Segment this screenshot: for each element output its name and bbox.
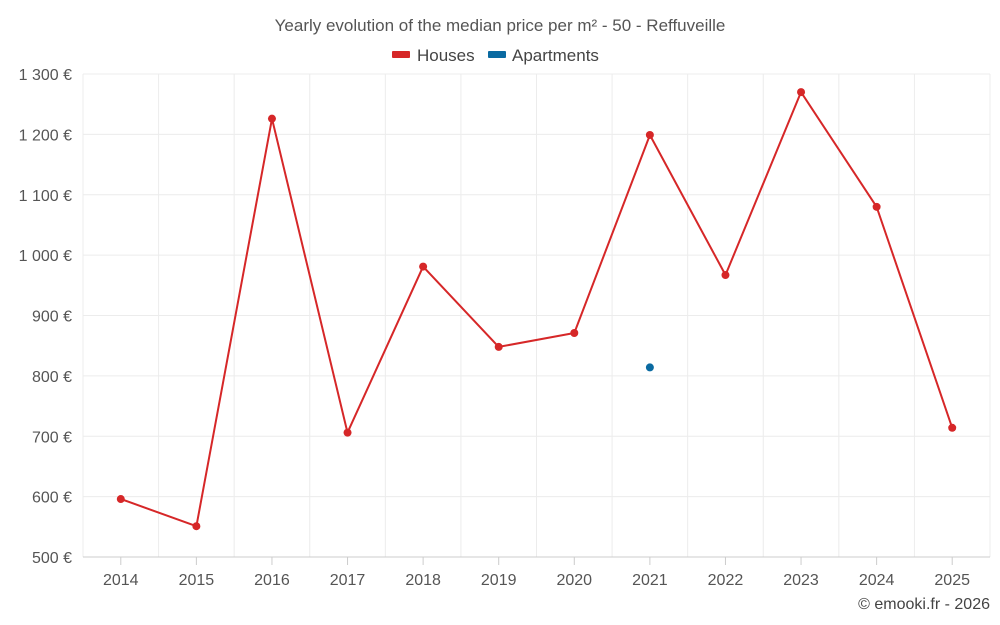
y-tick-label: 800 € xyxy=(32,369,72,386)
data-point-houses xyxy=(570,329,579,338)
y-tick-label: 600 € xyxy=(32,490,72,507)
x-tick-label: 2024 xyxy=(859,572,895,589)
data-point-houses xyxy=(872,202,881,211)
data-point-houses xyxy=(343,428,352,437)
x-tick-label: 2016 xyxy=(254,572,290,589)
legend-swatch-houses xyxy=(392,51,410,58)
data-point-houses xyxy=(267,114,276,123)
chart-title: Yearly evolution of the median price per… xyxy=(275,16,726,35)
legend-swatch-apartments xyxy=(488,51,506,58)
data-point-houses xyxy=(721,271,730,280)
data-point-houses xyxy=(645,130,654,139)
data-point-houses xyxy=(116,495,125,504)
x-axis: 2014 2015 2016 2017 2018 2019 2020 2021 2022 2023… xyxy=(83,556,990,589)
data-point-houses xyxy=(192,522,201,531)
x-tick-label: 2020 xyxy=(556,572,592,589)
x-tick-label: 2022 xyxy=(708,572,744,589)
x-tick-label: 2017 xyxy=(330,572,366,589)
x-tick-label: 2014 xyxy=(103,572,139,589)
grid xyxy=(82,73,991,557)
y-tick-label: 700 € xyxy=(32,429,72,446)
series-line-houses xyxy=(120,91,954,528)
x-tick-label: 2025 xyxy=(934,572,970,589)
legend: Houses Apartments xyxy=(392,46,599,65)
x-tick-label: 2018 xyxy=(405,572,441,589)
y-tick-label: 1 200 € xyxy=(19,127,72,144)
data-point-houses xyxy=(419,262,428,271)
data-point-houses xyxy=(948,423,957,432)
y-tick-label: 1 300 € xyxy=(19,67,72,84)
y-tick-label: 500 € xyxy=(32,550,72,567)
series xyxy=(116,88,957,531)
x-tick-label: 2015 xyxy=(179,572,215,589)
x-tick-label: 2019 xyxy=(481,572,517,589)
x-tick-label: 2023 xyxy=(783,572,819,589)
data-point-houses xyxy=(797,88,806,97)
credit-text: © emooki.fr - 2026 xyxy=(858,596,990,613)
y-tick-label: 1 100 € xyxy=(19,188,72,205)
data-point-apartments xyxy=(645,363,654,372)
x-tick-label: 2021 xyxy=(632,572,668,589)
legend-item-houses[interactable]: Houses xyxy=(417,46,475,65)
y-tick-label: 1 000 € xyxy=(19,248,72,265)
data-point-houses xyxy=(494,342,503,351)
y-tick-label: 900 € xyxy=(32,309,72,326)
legend-item-apartments[interactable]: Apartments xyxy=(512,46,599,65)
y-axis: 1 300 € 1 200 € 1 100 € 1 000 € 900 € 800 € 70… xyxy=(19,67,72,567)
